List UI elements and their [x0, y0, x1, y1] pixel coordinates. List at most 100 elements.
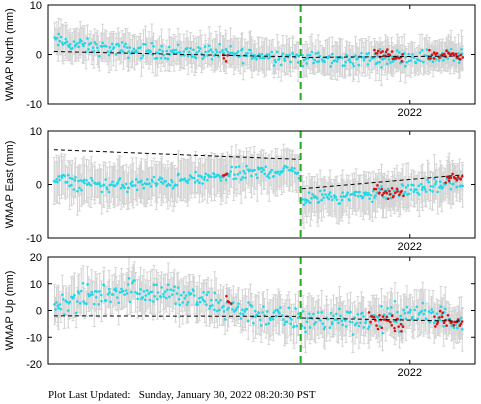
- data-point-main: [460, 48, 463, 51]
- data-point-main: [362, 195, 365, 199]
- data-point-main: [426, 178, 429, 182]
- data-point-main: [301, 309, 305, 313]
- data-point-main: [293, 167, 296, 170]
- data-point-main: [386, 187, 390, 191]
- data-point-main: [268, 55, 272, 59]
- data-point-main: [354, 54, 357, 58]
- data-point-main: [304, 201, 308, 204]
- data-point-recent: [378, 191, 381, 194]
- data-point-recent: [459, 53, 463, 57]
- data-point-main: [231, 51, 235, 55]
- data-point-main: [124, 289, 128, 292]
- data-point-recent: [390, 324, 394, 327]
- data-point-main: [377, 316, 380, 319]
- data-point-main: [452, 59, 456, 62]
- data-point-main: [305, 320, 309, 324]
- data-point-main: [186, 300, 190, 304]
- data-point-main: [234, 177, 238, 180]
- data-point-main: [311, 193, 314, 196]
- data-point-main: [207, 44, 211, 48]
- data-point-recent: [451, 172, 454, 176]
- data-point-main: [218, 42, 221, 46]
- data-point-recent: [388, 193, 392, 196]
- data-point-recent: [367, 311, 371, 314]
- data-point-main: [246, 51, 249, 55]
- data-point-main: [83, 41, 87, 45]
- data-point-main: [70, 183, 73, 187]
- data-point-main: [461, 328, 464, 331]
- data-point-main: [138, 292, 141, 296]
- data-point-main: [219, 299, 222, 302]
- data-point-main: [227, 306, 230, 310]
- y-tick-label: -10: [26, 99, 42, 111]
- data-point-main: [145, 289, 149, 292]
- data-point-main: [233, 173, 236, 176]
- data-point-main: [148, 182, 151, 185]
- data-point-main: [359, 321, 362, 325]
- data-point-main: [354, 190, 358, 194]
- data-point-main: [357, 324, 361, 328]
- data-point-main: [327, 197, 331, 201]
- data-point-main: [408, 310, 411, 314]
- data-point-main: [312, 61, 315, 65]
- data-point-main: [158, 48, 161, 52]
- data-point-main: [296, 316, 300, 320]
- data-point-main: [133, 184, 137, 187]
- data-point-main: [128, 300, 132, 304]
- data-point-recent: [378, 313, 381, 317]
- data-point-main: [214, 48, 218, 52]
- data-point-main: [359, 194, 363, 198]
- data-point-main: [74, 311, 78, 315]
- data-point-main: [187, 291, 191, 294]
- data-point-main: [126, 283, 130, 286]
- data-point-recent: [395, 187, 399, 191]
- data-point-main: [123, 293, 126, 296]
- data-point-main: [116, 181, 120, 184]
- data-point-main: [440, 313, 444, 317]
- data-point-main: [73, 293, 76, 297]
- trend-line-2: [301, 55, 464, 58]
- data-point-main: [258, 318, 262, 322]
- data-point-main: [269, 170, 272, 174]
- data-point-main: [272, 174, 276, 178]
- data-point-main: [82, 178, 86, 182]
- data-point-main: [272, 311, 276, 314]
- data-point-main: [80, 188, 83, 192]
- data-point-main: [389, 196, 393, 200]
- data-point-main: [79, 289, 83, 293]
- data-point-main: [186, 54, 190, 58]
- data-point-recent: [402, 194, 405, 198]
- data-point-main: [203, 45, 207, 48]
- data-point-main: [310, 50, 314, 54]
- data-point-main: [59, 35, 63, 39]
- data-point-recent: [460, 175, 464, 178]
- y-tick-label: 0: [36, 306, 42, 318]
- trend-line-2: [301, 317, 464, 322]
- data-point-main: [202, 178, 206, 181]
- data-point-main: [178, 303, 181, 307]
- data-point-main: [316, 51, 320, 55]
- data-point-recent: [385, 315, 389, 319]
- data-point-main: [85, 302, 88, 306]
- data-point-main: [264, 323, 268, 326]
- data-point-main: [182, 291, 186, 294]
- data-point-main: [77, 45, 80, 49]
- data-point-main: [320, 193, 324, 196]
- data-point-main: [198, 300, 202, 304]
- data-point-main: [231, 308, 234, 311]
- data-point-recent: [436, 320, 440, 324]
- data-point-main: [328, 326, 332, 330]
- data-point-main: [173, 285, 176, 289]
- data-point-main: [433, 177, 436, 180]
- data-point-recent: [397, 325, 400, 328]
- data-point-main: [228, 173, 231, 176]
- data-point-main: [169, 288, 173, 292]
- data-point-main: [431, 190, 434, 193]
- data-point-main: [259, 324, 263, 327]
- data-point-recent: [461, 56, 465, 59]
- y-tick-label: 0: [36, 50, 42, 62]
- y-tick-label: 10: [30, 0, 42, 12]
- data-point-main: [163, 290, 167, 294]
- data-point-main: [439, 305, 443, 308]
